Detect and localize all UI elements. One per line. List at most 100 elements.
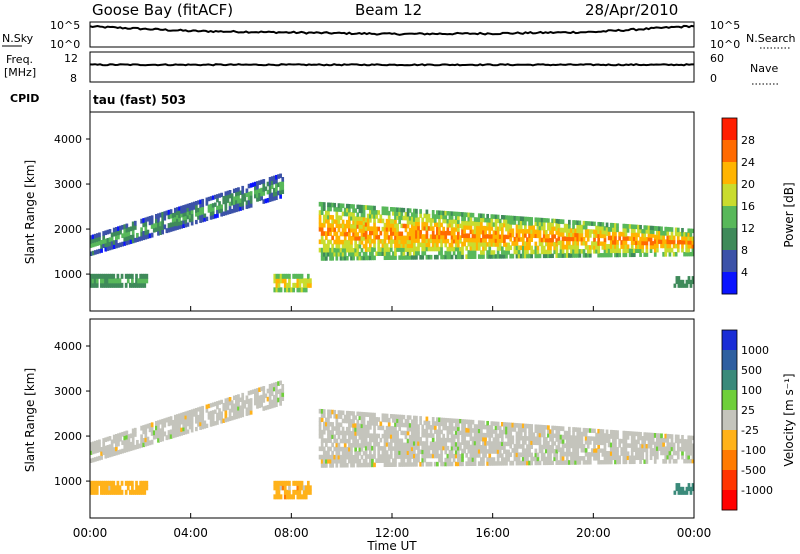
velocity-cell: [371, 458, 374, 464]
velocity-cell: [322, 429, 326, 435]
velocity-cell: [131, 480, 134, 486]
power-cell: [555, 242, 559, 247]
power-cell: [110, 236, 114, 242]
velocity-cell: [108, 489, 111, 495]
power-cell: [126, 278, 130, 284]
power-cell: [335, 211, 339, 216]
power-cell: [578, 228, 582, 234]
velocity-cell: [241, 408, 245, 414]
power-cell: [614, 235, 617, 241]
power-cell: [406, 235, 410, 241]
velocity-cell: [288, 494, 291, 500]
power-echoes: [89, 173, 695, 293]
velocity-cell: [607, 451, 611, 456]
velocity-cell: [484, 436, 487, 442]
velocity-cell: [350, 443, 353, 448]
velocity-cell: [320, 446, 324, 452]
power-cell: [366, 205, 370, 211]
velocity-cell: [454, 418, 458, 424]
velocity-cell: [578, 456, 582, 461]
velocity-cell: [226, 401, 230, 407]
power-cell: [341, 239, 345, 245]
velocity-cell: [371, 433, 374, 439]
power-cell: [482, 246, 485, 251]
power-cell: [521, 216, 525, 222]
velocity-cell: [442, 421, 446, 427]
power-cell: [207, 208, 211, 213]
velocity-cell: [580, 447, 584, 453]
power-cell: [624, 240, 628, 245]
velocity-cell: [241, 396, 245, 402]
power-cell: [373, 214, 376, 219]
power-cell: [371, 226, 374, 232]
velocity-cell: [114, 450, 118, 456]
power-cell: [121, 233, 124, 239]
velocity-cell: [454, 430, 458, 435]
velocity-cell: [609, 451, 613, 456]
velocity-cell: [450, 445, 454, 451]
power-cell: [509, 245, 513, 251]
power-cell: [356, 255, 360, 261]
velocity-cell: [679, 486, 683, 492]
velocity-cell: [408, 458, 412, 463]
velocity-cell: [320, 458, 324, 464]
power-cell: [423, 213, 427, 219]
velocity-cell: [540, 428, 544, 434]
power-cell: [597, 229, 601, 235]
power-cell: [337, 243, 341, 249]
power-cell: [392, 255, 395, 260]
power-cell: [444, 214, 448, 220]
power-cell: [421, 225, 425, 231]
power-cell: [360, 216, 364, 222]
power-cell: [498, 226, 502, 232]
power-cell: [515, 249, 519, 255]
power-cell: [601, 229, 605, 235]
power-cell: [396, 215, 399, 220]
velocity-cell: [488, 441, 492, 446]
velocity-cell: [549, 433, 552, 438]
velocity-cell: [536, 436, 540, 442]
velocity-cell: [379, 458, 383, 463]
power-cell: [431, 238, 435, 244]
velocity-cell: [517, 423, 521, 428]
power-cell: [509, 219, 513, 225]
velocity-cell: [272, 386, 276, 392]
velocity-cell: [574, 456, 577, 461]
velocity-cell: [343, 446, 347, 452]
power-cell: [100, 278, 103, 284]
velocity-cell: [482, 445, 485, 450]
velocity-cell: [133, 489, 136, 495]
power-cell: [96, 233, 99, 238]
power-cell: [452, 231, 456, 236]
power-cell: [230, 193, 234, 198]
velocity-cell: [167, 434, 171, 440]
power-cell: [98, 240, 101, 246]
power-cell: [681, 243, 684, 249]
velocity-cell: [417, 436, 420, 442]
power-cell: [536, 225, 540, 231]
velocity-cell: [343, 442, 347, 448]
power-cell: [496, 254, 500, 259]
power-cell: [220, 204, 223, 209]
power-cell: [415, 229, 418, 235]
power-cell: [104, 273, 107, 279]
velocity-cell: [375, 417, 378, 422]
velocity-colorbar-swatch: [722, 490, 737, 511]
velocity-cell: [618, 442, 621, 448]
power-cell: [373, 238, 376, 244]
velocity-cell: [329, 421, 332, 427]
velocity-cell: [486, 429, 490, 434]
power-cell: [628, 252, 632, 258]
power-cell: [431, 218, 435, 223]
power-cell: [465, 225, 469, 230]
velocity-cell: [339, 422, 343, 428]
velocity-cell: [354, 423, 358, 428]
velocity-cell: [161, 423, 165, 429]
velocity-cell: [377, 446, 381, 451]
velocity-cell: [348, 410, 351, 416]
power-cell: [500, 234, 504, 240]
power-cell: [645, 244, 649, 250]
velocity-cell: [93, 444, 97, 450]
power-cell: [222, 199, 226, 205]
power-cell: [503, 222, 506, 228]
